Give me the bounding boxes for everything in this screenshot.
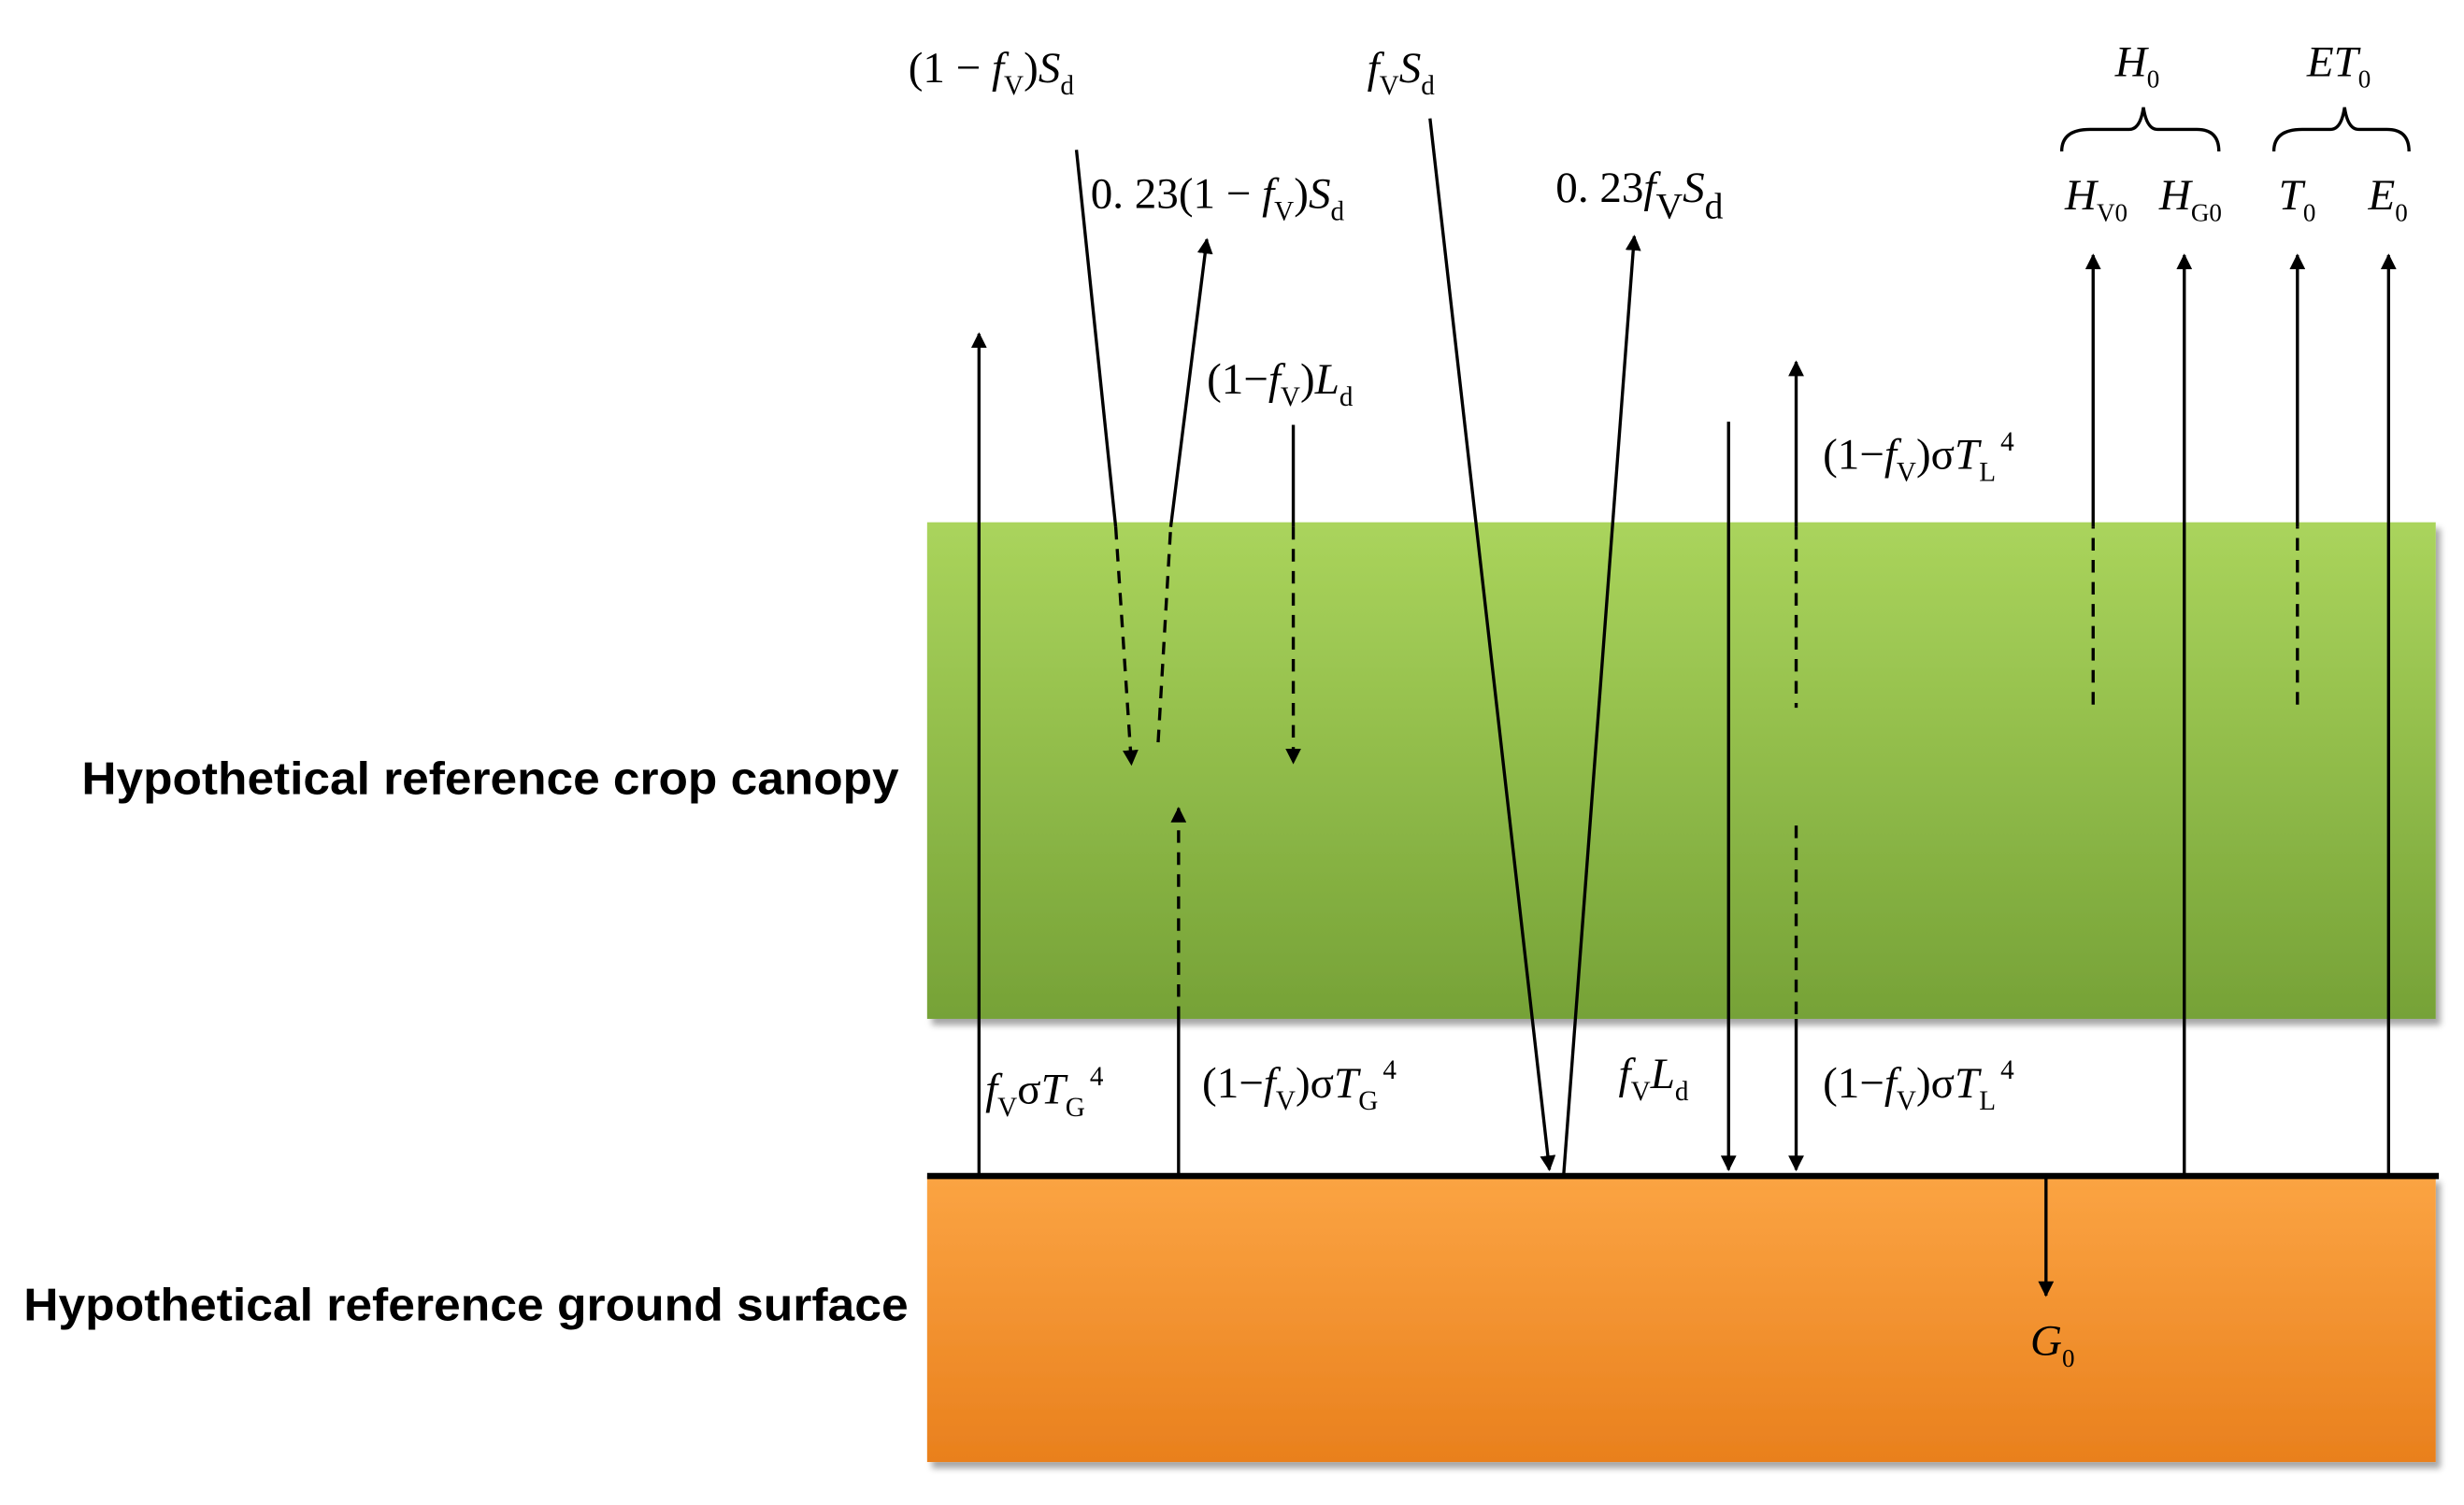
label-text: )σ [1916,431,1955,480]
label-text: (1− [1823,431,1884,480]
label-subscript: V [1276,1086,1296,1116]
label-subscript: V [1380,71,1399,101]
label-subscript: L [1979,1086,1996,1116]
label-text: H [2158,171,2194,220]
layer-label: Hypothetical reference crop canopy [81,754,898,805]
flux-label: (1−fV)σTL4 [1823,1055,2014,1116]
flux-label: HV0 [2064,171,2127,226]
canopy-layer [926,522,2436,1019]
label-subscript: V [1274,197,1294,227]
label-subscript: V [1631,1077,1651,1107]
label-text: T [1041,1066,1068,1114]
flux-label: fVσTG4 [985,1062,1104,1123]
flux-arrow [1074,150,1118,527]
label-subscript: V [1656,186,1683,227]
flux-arrow [1168,237,1213,527]
label-subscript: d [1060,71,1074,101]
flux-label: (1−fV)σTG4 [1202,1055,1397,1116]
flux-label: G0 [2030,1317,2075,1372]
label-superscript: 4 [1090,1062,1104,1092]
brace [2271,107,2411,152]
label-text: L [1650,1050,1675,1098]
flux-label: fVLd [1619,1050,1689,1107]
label-text: ) [1294,169,1309,218]
label-subscript: d [1339,382,1354,412]
flux-label: (1−fV)σTL4 [1823,427,2014,488]
flux-arrow [1156,526,1173,743]
label-subscript: V0 [2097,198,2127,226]
label-text: )σ [1916,1059,1955,1108]
label-subscript: V [1897,458,1916,488]
flux-label: (1−fV)Ld [1207,355,1354,412]
label-subscript: V [1897,1086,1916,1116]
label-text: T [1334,1059,1361,1108]
label-subscript: d [1330,197,1344,227]
brace [2059,107,2221,152]
flux-label: H0 [2114,37,2160,93]
label-text: T [1955,1059,1982,1108]
label-text: H [2114,37,2150,86]
label-text: (1 − [909,44,992,93]
label-text: (1− [1202,1059,1264,1108]
label-subscript: 0 [2395,198,2408,226]
label-subscript: d [1705,186,1724,227]
label-subscript: L [1979,458,1996,488]
label-text: ) [1300,355,1315,404]
flux-label: fVSd [1368,44,1436,101]
flux-arrow [1562,235,1641,1177]
layer-label: Hypothetical reference ground surface [23,1281,908,1331]
label-subscript: 0 [2062,1344,2075,1372]
flux-label: ET0 [2306,37,2371,93]
label-subscript: V [997,1093,1017,1123]
flux-label: (1 − fV)Sd [909,44,1075,101]
label-subscript: V [1281,382,1300,412]
label-text: )σ [1296,1059,1334,1108]
label-text: (1− [1207,355,1268,404]
flux-label: T0 [2279,171,2316,226]
label-text: σ [1017,1066,1040,1114]
label-superscript: 4 [2000,427,2014,457]
ground-layer [926,1176,2436,1463]
label-subscript: 0 [2303,198,2316,226]
flux-label: 0. 23(1 − fV)Sd [1091,169,1345,226]
label-subscript: 0 [2147,65,2160,93]
label-text: E [2367,171,2395,220]
label-text: S [1309,169,1331,218]
flux-arrow [1428,118,1556,1172]
label-text: S [1683,164,1705,212]
label-text: T [2279,171,2306,220]
label-subscript: d [1421,71,1435,101]
label-subscript: V [1004,71,1024,101]
label-subscript: G0 [2191,198,2222,226]
label-subscript: d [1675,1077,1689,1107]
label-subscript: G [1066,1093,1085,1123]
label-text: S [1039,44,1061,93]
label-text: G [2030,1317,2062,1366]
label-text: T [1955,431,1982,480]
flux-arrow [1113,526,1139,767]
label-text: ET [2306,37,2361,86]
label-superscript: 4 [1382,1055,1397,1085]
label-text: 0. 23 [1555,164,1643,212]
label-text: H [2064,171,2099,220]
label-text: 0. 23(1 − [1091,169,1262,218]
label-subscript: 0 [2358,65,2371,93]
flux-label: E0 [2367,171,2407,226]
label-text: (1− [1823,1059,1884,1108]
label-text: S [1399,44,1422,93]
flux-label: HG0 [2158,171,2222,226]
label-subscript: G [1358,1086,1378,1116]
label-text: L [1314,355,1339,404]
label-superscript: 4 [2000,1055,2014,1085]
flux-label: 0. 23fVSd [1555,164,1723,227]
label-text: ) [1024,44,1039,93]
